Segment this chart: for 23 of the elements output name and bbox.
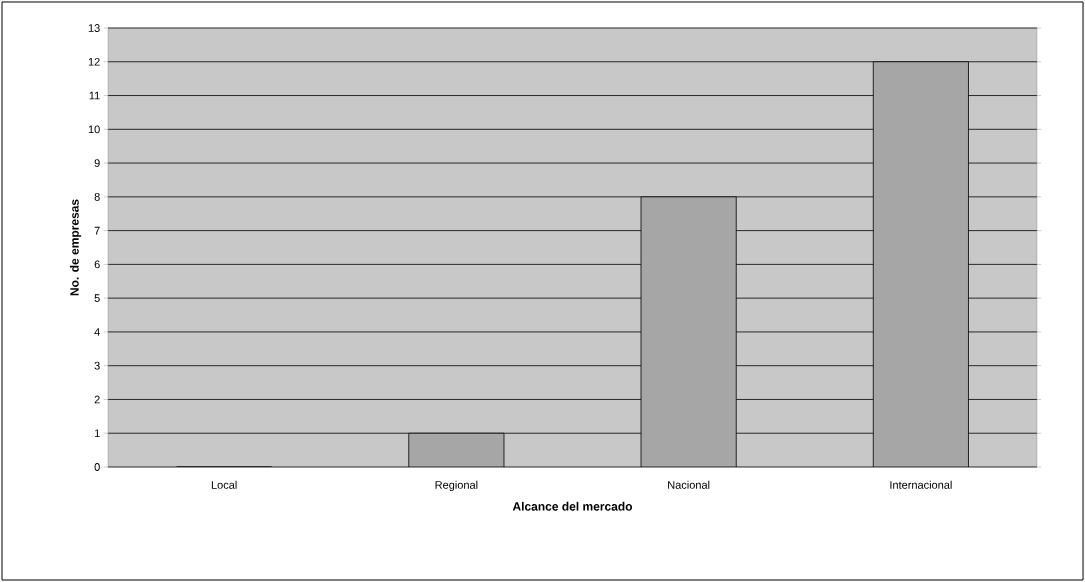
bar [872,61,969,467]
y-tick-label: 5 [94,294,100,302]
y-tick-label: 7 [94,226,100,235]
x-tick-label: Local [211,480,237,489]
bar [408,432,505,467]
y-tick-label: 13 [88,24,100,32]
x-tick-label: Internacional [890,480,952,489]
y-tick-label: 9 [94,159,100,167]
y-tick-label: 3 [94,361,100,370]
y-tick-label: 0 [94,463,100,471]
x-tick-label: Nacional [668,480,710,489]
y-tick-label: 8 [94,192,100,201]
y-tick-label: 12 [88,57,100,66]
y-axis-title: No. de empresas [69,199,82,296]
y-tick-label: 1 [94,429,100,438]
x-tick-label: Regional [435,480,478,492]
y-tick-label: 6 [94,260,100,269]
x-axis-title: Alcance del mercado [512,501,633,511]
y-tick-label: 4 [94,328,100,336]
bar [640,196,737,467]
y-tick-label: 10 [88,125,100,134]
y-tick-label: 11 [89,91,100,100]
y-tick-label: 2 [94,395,100,404]
